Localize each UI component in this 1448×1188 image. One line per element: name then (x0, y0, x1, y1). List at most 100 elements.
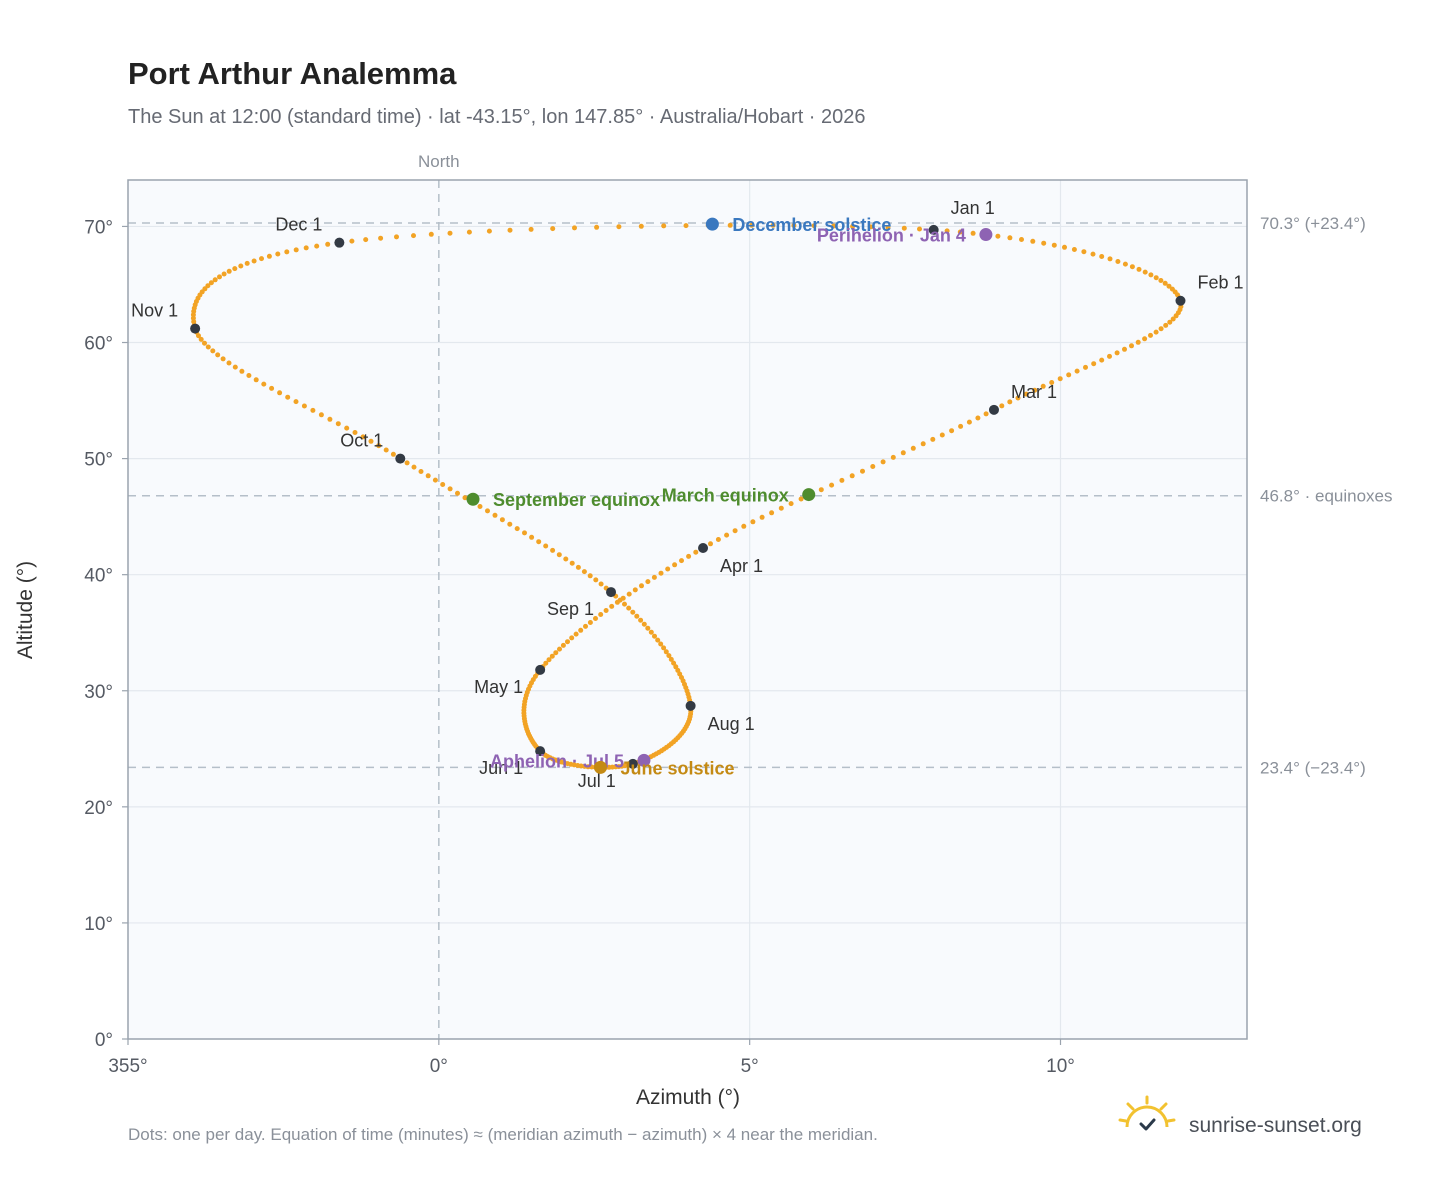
month-marker-sep-1 (606, 587, 617, 598)
day-dot (901, 225, 907, 231)
day-dot (543, 660, 549, 666)
day-dot (314, 243, 320, 249)
day-dot (269, 385, 275, 391)
day-dot (1148, 332, 1153, 338)
day-dot (791, 223, 797, 228)
day-dot (1136, 266, 1142, 272)
event-label-june-solstice: June solstice (620, 758, 734, 778)
day-dot (665, 566, 671, 572)
day-dot (543, 543, 549, 549)
day-dot (232, 364, 238, 370)
day-dot (1170, 316, 1176, 322)
month-marker-jan-1 (928, 224, 939, 235)
day-dot (603, 608, 609, 613)
day-dot (1107, 256, 1113, 262)
month-marker-apr-1 (698, 542, 709, 553)
day-dot (522, 530, 527, 536)
day-dot (769, 510, 775, 516)
day-dot (1074, 368, 1080, 374)
day-dot (900, 450, 906, 456)
day-dot (507, 521, 513, 527)
day-dot (1107, 353, 1112, 359)
day-dot (890, 454, 896, 460)
day-dot (363, 237, 369, 243)
day-dot (344, 425, 350, 431)
reference-line-label: 70.3° (+23.4°) (1260, 214, 1366, 233)
day-dot (550, 547, 556, 553)
day-dot (1015, 395, 1021, 401)
reference-line-label: 23.4° (−23.4°) (1260, 758, 1366, 777)
day-dot (1114, 350, 1120, 356)
day-dot (949, 428, 955, 434)
day-dot (630, 609, 636, 615)
day-dot (673, 664, 679, 670)
day-dot (275, 251, 281, 257)
sun-check-icon (1118, 1095, 1176, 1131)
event-label-aphelion-jul-5: Aphelion · Jul 5 (490, 751, 624, 771)
month-marker-may-1 (535, 664, 546, 675)
day-dot (1090, 251, 1096, 257)
day-dot (598, 581, 604, 587)
day-dot (626, 605, 632, 611)
day-dot (849, 473, 855, 479)
day-dot (462, 495, 468, 501)
day-dot (975, 415, 981, 421)
day-dot (661, 645, 667, 651)
day-dot (1032, 387, 1038, 393)
y-tick-label: 0° (95, 1030, 113, 1051)
day-dot (727, 222, 733, 228)
day-dot (1051, 242, 1057, 248)
day-dot (411, 233, 416, 239)
day-dot (829, 482, 835, 488)
day-dot (293, 399, 299, 405)
event-label-perihelion-jan-4: Perihelion · Jan 4 (817, 226, 966, 246)
day-dot (578, 627, 584, 633)
day-dot (759, 514, 765, 520)
day-dot (266, 253, 272, 259)
day-dot (404, 460, 410, 466)
day-dot (477, 504, 483, 509)
day-dot (645, 579, 651, 585)
day-dot (485, 508, 490, 514)
day-dot (598, 612, 604, 617)
month-marker-oct-1 (395, 453, 406, 464)
day-dot (868, 224, 874, 230)
day-dot (238, 263, 244, 269)
day-dot (583, 623, 588, 629)
x-axis-label: Azimuth (°) (636, 1086, 740, 1109)
day-dot (1040, 383, 1046, 389)
day-dot (514, 526, 520, 532)
day-dot (205, 344, 211, 350)
month-label-mar-1: Mar 1 (1011, 382, 1057, 402)
day-dot (672, 562, 678, 568)
day-dot (394, 234, 399, 240)
month-label-jun-1: Jun 1 (479, 758, 523, 778)
day-dot (253, 377, 259, 383)
day-dot (585, 764, 591, 770)
day-dot (1007, 399, 1013, 405)
day-dot (447, 486, 453, 492)
day-dot (360, 434, 366, 440)
day-dot (455, 490, 460, 496)
day-dot (1066, 372, 1072, 378)
event-marker-june-solstice (593, 760, 607, 774)
chart-subtitle: The Sun at 12:00 (standard time) · lat -… (128, 106, 866, 128)
day-dot (686, 553, 692, 559)
day-dot (798, 496, 804, 502)
day-dot (466, 229, 472, 235)
day-dot (528, 226, 534, 232)
day-dot (383, 447, 389, 453)
day-dot (683, 223, 689, 229)
month-marker-jul-1 (627, 758, 638, 769)
day-dot (939, 432, 945, 438)
y-axis-label: Altitude (°) (14, 561, 37, 659)
day-dot (944, 228, 950, 234)
day-dot (499, 517, 505, 523)
day-dot (1158, 278, 1164, 283)
month-label-nov-1: Nov 1 (131, 301, 178, 321)
month-marker-dec-1 (334, 237, 345, 248)
day-dot (668, 656, 674, 662)
y-tick-label: 60° (84, 334, 113, 355)
